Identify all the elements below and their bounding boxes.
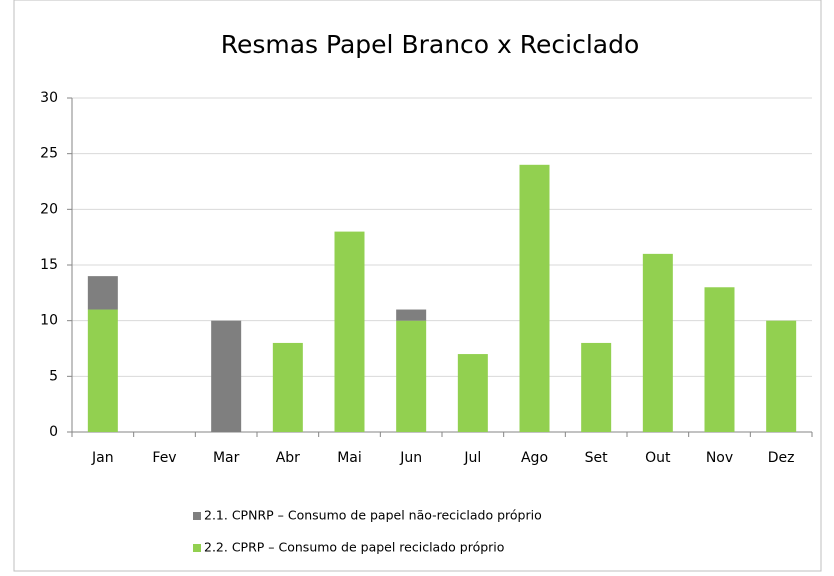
x-tick-label: Dez [768,450,795,466]
bar-segment [396,320,427,432]
chart-title: Resmas Papel Branco x Reciclado [221,30,640,59]
bar-segment [581,342,612,432]
x-tick-label: Jun [399,450,422,466]
bar-segment [211,320,242,432]
y-tick-label: 30 [40,90,58,106]
bar-segment [642,253,673,432]
x-tick-label: Nov [706,450,733,466]
x-tick-label: Set [585,450,609,466]
y-tick-label: 20 [40,201,58,217]
bar-segment [334,231,365,432]
legend-label: 2.1. CPNRP – Consumo de papel não-recicl… [204,508,542,523]
bar-segment [87,276,118,310]
legend-swatch [193,544,201,552]
x-tick-label: Mar [213,450,240,466]
bar-segment [87,309,118,432]
y-tick-label: 0 [49,424,58,440]
y-tick-label: 5 [49,368,58,384]
bar-segment [272,342,303,432]
y-tick-label: 25 [40,146,58,162]
bar-segment [396,309,427,321]
legend-swatch [193,512,201,520]
x-tick-label: Abr [276,450,300,466]
bar-segment [704,287,735,432]
x-tick-label: Jan [91,450,114,466]
chart-frame [13,0,822,572]
x-tick-label: Jul [463,450,481,466]
bar-segment [519,164,550,433]
bar-segment [457,354,488,432]
x-tick-label: Fev [152,450,176,466]
x-tick-label: Ago [521,450,548,466]
x-tick-label: Mai [337,450,362,466]
y-tick-label: 10 [40,313,58,329]
bar-segment [766,320,797,432]
x-tick-label: Out [645,450,671,466]
legend-label: 2.2. CPRP – Consumo de papel reciclado p… [204,540,504,555]
y-tick-label: 15 [40,257,58,273]
